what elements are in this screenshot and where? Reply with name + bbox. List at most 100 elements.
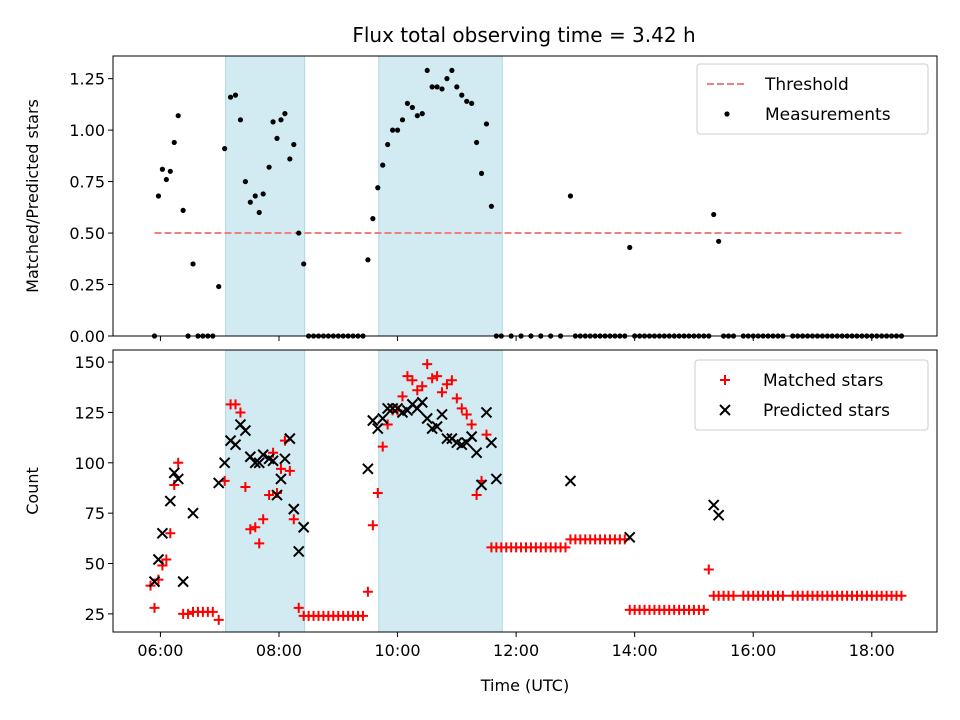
predicted-star-point [372, 422, 384, 435]
matched-star-point [466, 419, 477, 430]
predicted-star-point [381, 402, 394, 415]
matched-star-point [284, 465, 295, 476]
measurement-point [260, 191, 266, 197]
predicted-star-point [275, 473, 287, 485]
predicted-star-point [470, 447, 483, 459]
predicted-star-point [377, 412, 389, 425]
y-tick-label: 0.75 [69, 173, 105, 192]
predicted-star-point [288, 503, 300, 515]
measurement-point [256, 209, 262, 216]
y-tick-label: 1.25 [69, 70, 105, 89]
matched-star-point [703, 564, 714, 575]
predicted-star-point [465, 430, 478, 443]
predicted-star-point [218, 457, 231, 469]
measurement-point [278, 117, 284, 123]
predicted-star-point [177, 575, 189, 588]
predicted-star-point [708, 499, 720, 511]
measurement-point [242, 178, 248, 185]
predicted-star-point [362, 463, 374, 475]
bottom-panel: 06:00 08:00 10:00 12:00 14:00 16:00 18:00 25 50 7… [23, 349, 938, 695]
matched-star-point [422, 359, 433, 370]
measurement-point [296, 230, 302, 236]
matched-star-point [230, 399, 241, 410]
matched-star-point [149, 602, 160, 613]
predicted-star-point [293, 545, 305, 558]
predicted-star-point [475, 479, 488, 491]
x-tick-label: 08:00 [256, 641, 302, 660]
matched-star-point [245, 524, 256, 535]
matched-star-point [560, 542, 571, 553]
matched-star-point [207, 606, 218, 617]
predicted-star-point [564, 475, 577, 487]
predicted-star-point [229, 438, 242, 451]
measurement-point [419, 111, 425, 117]
y-tick-label: 150 [74, 353, 105, 372]
measurement-point [434, 84, 440, 90]
top-panel: 0.00 0.25 0.50 0.75 1.00 1.25 Matched/Predicte… [23, 55, 938, 346]
measurement-point [454, 84, 460, 90]
matched-star-point [235, 407, 246, 418]
y-axis-label: Matched/Predicted stars [23, 99, 42, 293]
shaded-interval-1 [225, 55, 306, 337]
matched-star-point [471, 490, 482, 501]
predicted-star-point [490, 473, 503, 485]
predicted-star-point [239, 424, 252, 437]
measurement-point [716, 238, 722, 244]
matched-star-point [456, 403, 467, 414]
x-tick-label: 18:00 [849, 641, 895, 660]
matched-star-point [698, 604, 709, 615]
x-tick-label: 12:00 [493, 641, 539, 660]
measurement-point [444, 76, 450, 82]
measurement-point [365, 257, 371, 263]
matched-star-point [275, 463, 286, 474]
legend-box [694, 359, 929, 431]
matched-star-point [372, 488, 383, 499]
predicted-star-point [431, 420, 443, 433]
matched-star-point [258, 514, 269, 525]
matched-star-point [728, 590, 739, 601]
measurement-point [370, 216, 376, 222]
y-tick-label: 0.50 [69, 224, 105, 243]
legend-box [696, 63, 929, 135]
measurement-point [155, 193, 162, 199]
matched-star-point [367, 520, 378, 531]
legend-label: Threshold [764, 75, 849, 95]
matched-star-point [240, 481, 251, 492]
measurement-point [175, 113, 181, 119]
legend-predicted-swatch [719, 404, 731, 416]
x-tick-label: 16:00 [730, 641, 776, 660]
measurement-point [237, 117, 244, 123]
y-tick-label: 25 [85, 605, 105, 624]
axes-frame [112, 55, 938, 337]
predicted-star-point [297, 521, 310, 533]
matched-star-point [161, 554, 172, 565]
measurement-point [414, 113, 420, 119]
predicted-star-point [416, 396, 428, 409]
matched-star-point [254, 538, 265, 549]
predicted-star-point [267, 455, 279, 467]
matched-star-point [432, 371, 443, 382]
measurement-point [627, 244, 633, 251]
matched-star-point [183, 608, 194, 619]
measurement-point [469, 100, 475, 106]
measurement-point [449, 67, 455, 74]
legend-label: Measurements [765, 105, 891, 125]
measurement-point [180, 207, 186, 214]
matched-star-point [293, 602, 304, 613]
x-tick-label: 06:00 [137, 641, 183, 660]
measurement-point [567, 193, 574, 199]
predicted-star-point [156, 527, 169, 540]
measurement-point [167, 168, 173, 174]
measurement-point [216, 283, 222, 290]
measurement-point [227, 94, 234, 100]
measurement-point [483, 121, 490, 127]
x-tick-label: 14:00 [612, 641, 658, 660]
legend-matched-swatch [720, 375, 730, 385]
measurement-point [291, 141, 297, 148]
matched-star-point [451, 393, 462, 404]
measurement-point [464, 98, 470, 104]
measurement-point [252, 193, 258, 199]
predicted-star-point [187, 507, 199, 519]
measurement-point [711, 211, 717, 218]
